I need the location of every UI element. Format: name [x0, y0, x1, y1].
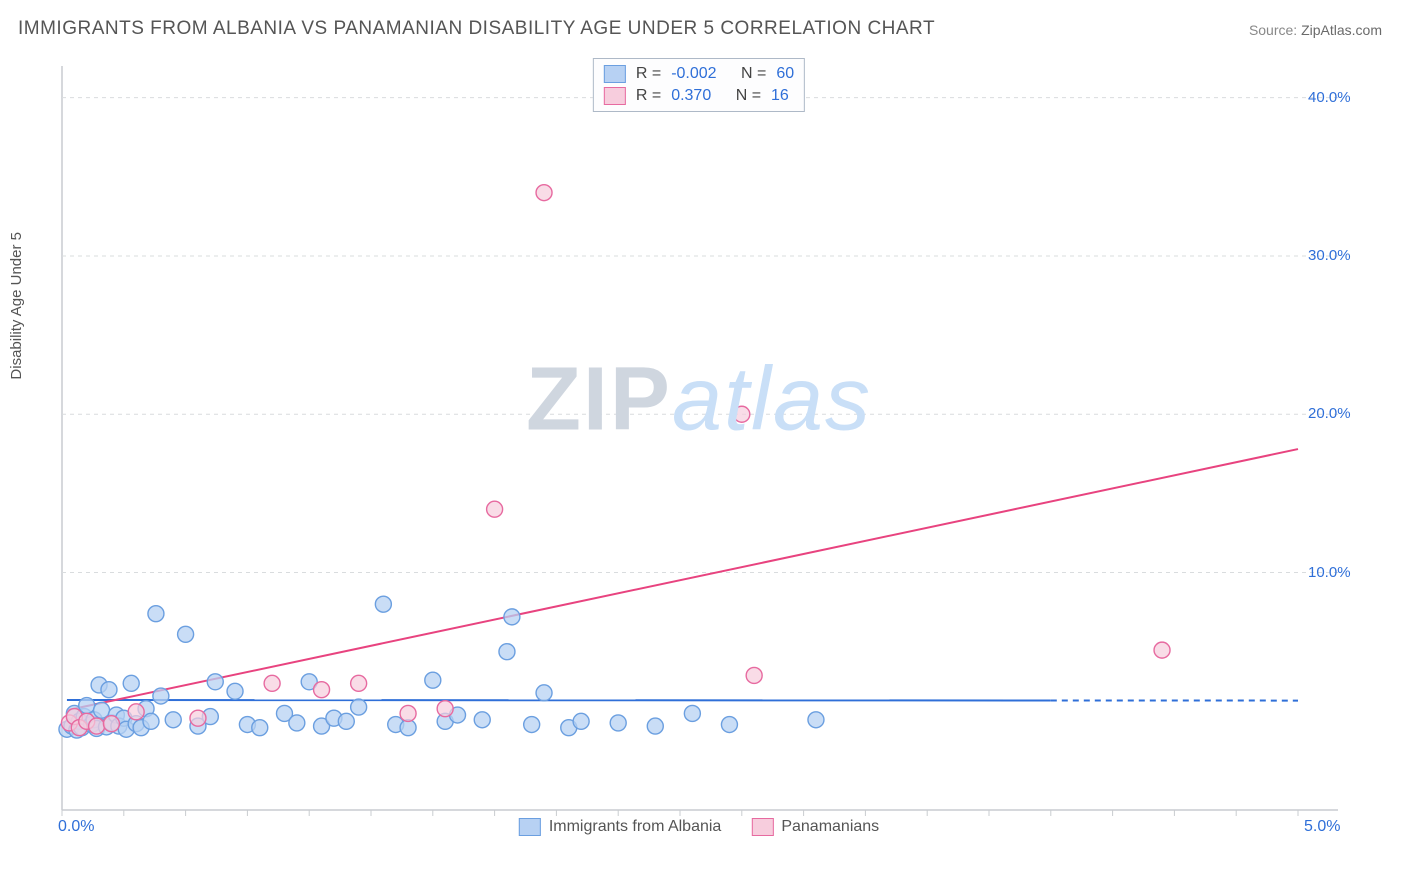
- swatch-albania: [604, 65, 626, 83]
- stats-row-panamanian: R = 0.370 N = 16: [604, 85, 794, 107]
- chart-title: IMMIGRANTS FROM ALBANIA VS PANAMANIAN DI…: [18, 18, 935, 40]
- legend-item-albania: Immigrants from Albania: [519, 818, 722, 836]
- y-tick-label: 40.0%: [1308, 89, 1351, 106]
- stat-r-label2: R =: [636, 85, 661, 107]
- series-legend: Immigrants from Albania Panamanians: [519, 818, 879, 836]
- y-tick-label: 20.0%: [1308, 405, 1351, 422]
- stats-legend: R = -0.002 N = 60 R = 0.370 N = 16: [593, 58, 805, 112]
- swatch-panamanian: [604, 87, 626, 105]
- source-attribution: Source: ZipAtlas.com: [1249, 22, 1382, 38]
- stat-n-albania: 60: [776, 63, 794, 85]
- stat-r-label: R =: [636, 63, 661, 85]
- legend-swatch-albania: [519, 818, 541, 836]
- scatter-chart: [48, 58, 1350, 836]
- stats-row-albania: R = -0.002 N = 60: [604, 63, 794, 85]
- stat-n-label: N =: [741, 63, 766, 85]
- stat-r-panamanian: 0.370: [671, 85, 711, 107]
- x-axis-max-label: 5.0%: [1304, 818, 1340, 836]
- stat-r-albania: -0.002: [671, 63, 716, 85]
- legend-swatch-panamanian: [751, 818, 773, 836]
- source-value: ZipAtlas.com: [1301, 22, 1382, 38]
- legend-item-panamanian: Panamanians: [751, 818, 879, 836]
- axis-origin-label: 0.0%: [58, 818, 94, 836]
- plot-container: ZIPatlas R = -0.002 N = 60 R = 0.370 N =…: [48, 58, 1350, 836]
- stat-n-label2: N =: [736, 85, 761, 107]
- source-label: Source:: [1249, 22, 1297, 38]
- stat-n-panamanian: 16: [771, 85, 789, 107]
- legend-label-panamanian: Panamanians: [781, 818, 879, 836]
- legend-label-albania: Immigrants from Albania: [549, 818, 722, 836]
- y-tick-label: 10.0%: [1308, 564, 1351, 581]
- y-axis-label: Disability Age Under 5: [8, 232, 25, 380]
- y-tick-label: 30.0%: [1308, 247, 1351, 264]
